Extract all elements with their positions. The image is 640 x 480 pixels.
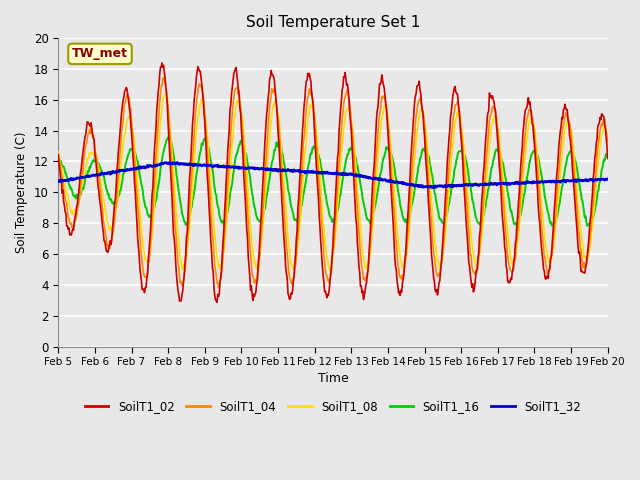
Title: Soil Temperature Set 1: Soil Temperature Set 1 [246, 15, 420, 30]
Legend: SoilT1_02, SoilT1_04, SoilT1_08, SoilT1_16, SoilT1_32: SoilT1_02, SoilT1_04, SoilT1_08, SoilT1_… [80, 396, 586, 418]
Text: TW_met: TW_met [72, 48, 128, 60]
X-axis label: Time: Time [317, 372, 348, 385]
Y-axis label: Soil Temperature (C): Soil Temperature (C) [15, 132, 28, 253]
